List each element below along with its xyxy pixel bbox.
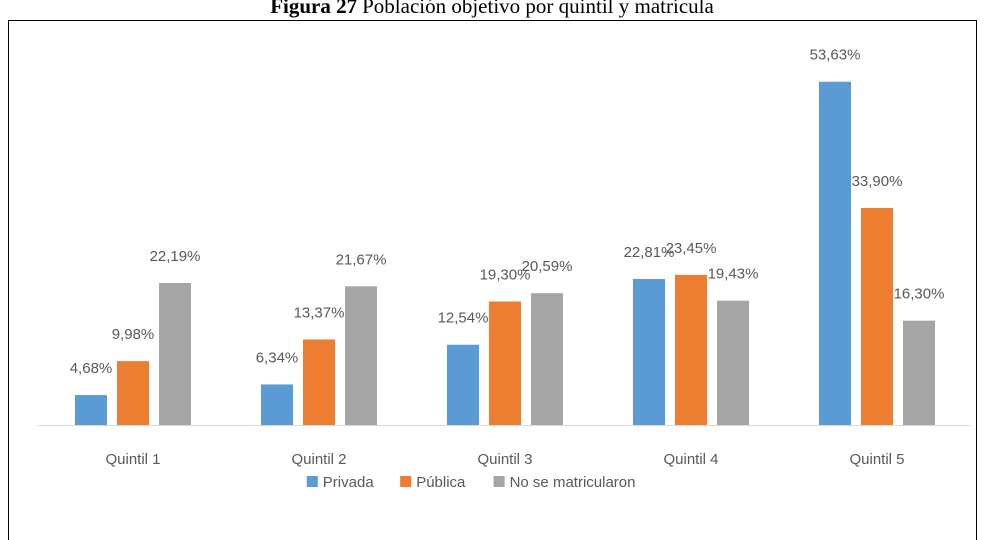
legend-swatch (493, 476, 505, 487)
data-label: 19,43% (708, 266, 759, 283)
data-label: 9,98% (112, 326, 155, 343)
x-tick-label: Quintil 4 (663, 451, 718, 468)
bar (75, 395, 107, 425)
data-label: 12,54% (438, 310, 489, 327)
legend-label: Privada (323, 474, 375, 491)
data-label: 22,81% (624, 244, 675, 261)
data-label: 21,67% (336, 251, 387, 268)
figure-label: Figura 27 (270, 0, 357, 18)
data-label: 53,63% (810, 47, 861, 64)
data-label: 20,59% (522, 258, 573, 275)
bar (531, 293, 563, 425)
data-label: 6,34% (256, 349, 299, 366)
bar (303, 339, 335, 425)
data-label: 16,30% (894, 286, 945, 303)
bar (675, 274, 707, 425)
data-label: 13,37% (294, 304, 345, 321)
data-label: 23,45% (666, 240, 717, 257)
title-text: Población objetivo por quintil y matrícu… (362, 0, 714, 18)
legend-swatch (400, 476, 412, 487)
x-tick-label: Quintil 1 (105, 451, 160, 468)
bar (117, 361, 149, 425)
data-label: 22,19% (150, 248, 201, 265)
data-label: 19,30% (480, 266, 531, 283)
data-label: 4,68% (70, 360, 113, 377)
bar (717, 300, 749, 425)
legend-label: No se matricularon (510, 474, 636, 491)
bar (819, 81, 851, 425)
bar (903, 320, 935, 425)
bar (633, 279, 665, 425)
bar (447, 344, 479, 425)
bar (345, 286, 377, 425)
bar (159, 282, 191, 425)
x-tick-label: Quintil 2 (291, 451, 346, 468)
legend-label: Pública (416, 474, 466, 491)
chart-title: Figura 27 Población objetivo por quintil … (270, 0, 714, 18)
x-tick-label: Quintil 5 (849, 451, 904, 468)
bar (489, 301, 521, 425)
frame (8, 20, 977, 540)
bar (261, 384, 293, 425)
data-label: 33,90% (852, 173, 903, 190)
x-tick-label: Quintil 3 (477, 451, 532, 468)
legend-swatch (306, 476, 318, 487)
bar (861, 208, 893, 425)
